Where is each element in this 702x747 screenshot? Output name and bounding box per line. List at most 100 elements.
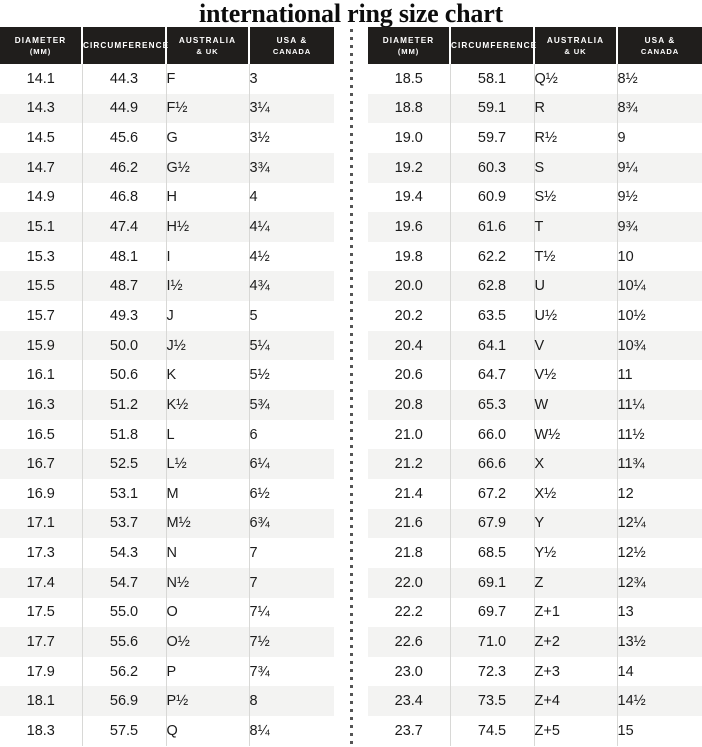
cell-australia-uk: R (534, 93, 618, 124)
cell-usa-canada: 10½ (617, 301, 702, 331)
header-label-usa: USA & (644, 35, 676, 45)
cell-diameter: 20.4 (368, 330, 451, 361)
cell-usa-canada: 9¾ (617, 212, 702, 242)
cell-circumference: 47.4 (82, 212, 167, 242)
table-header-left: DIAMETER (mm) CIRCUMFERENCE AUSTRALIA & … (0, 27, 334, 64)
cell-circumference: 46.2 (82, 152, 167, 183)
cell-usa-canada: 12¾ (617, 567, 702, 598)
cell-usa-canada: 10 (617, 241, 702, 272)
table-row: 20.0 62.8 U 10¼ (368, 271, 702, 302)
cell-usa-canada: 13½ (617, 627, 702, 657)
cell-diameter: 16.1 (0, 360, 83, 391)
cell-circumference: 60.3 (450, 152, 535, 183)
cell-australia-uk: N (166, 538, 250, 568)
cell-australia-uk: I (166, 241, 250, 272)
cell-australia-uk: X½ (534, 478, 618, 509)
cell-circumference: 58.1 (450, 64, 535, 94)
cell-circumference: 72.3 (450, 656, 535, 687)
table-divider (334, 27, 368, 746)
cell-circumference: 67.9 (450, 508, 535, 539)
cell-circumference: 71.0 (450, 627, 535, 657)
cell-circumference: 60.9 (450, 182, 535, 213)
table-row: 16.5 51.8 L 6 (0, 419, 334, 450)
cell-circumference: 69.7 (450, 597, 535, 628)
cell-circumference: 65.3 (450, 390, 535, 420)
table-row: 21.6 67.9 Y 12¼ (368, 508, 702, 539)
cell-australia-uk: J½ (166, 330, 250, 361)
table-row: 17.4 54.7 N½ 7 (0, 567, 334, 598)
cell-circumference: 51.2 (82, 390, 167, 420)
table-row: 22.6 71.0 Z+2 13½ (368, 627, 702, 657)
cell-usa-canada: 9½ (617, 182, 702, 213)
cell-usa-canada: 7½ (249, 627, 334, 657)
cell-usa-canada: 5 (249, 301, 334, 331)
cell-australia-uk: S½ (534, 182, 618, 213)
cell-usa-canada: 7¾ (249, 656, 334, 687)
cell-usa-canada: 6 (249, 419, 334, 450)
cell-diameter: 19.0 (368, 123, 451, 153)
cell-usa-canada: 8½ (617, 64, 702, 94)
cell-circumference: 66.0 (450, 419, 535, 450)
table-row: 23.0 72.3 Z+3 14 (368, 656, 702, 687)
cell-circumference: 74.5 (450, 716, 535, 746)
cell-diameter: 17.5 (0, 597, 83, 628)
cell-australia-uk: Q½ (534, 64, 618, 94)
cell-circumference: 59.1 (450, 93, 535, 124)
cell-usa-canada: 10¼ (617, 271, 702, 302)
cell-usa-canada: 7¼ (249, 597, 334, 628)
table-row: 15.3 48.1 I 4½ (0, 241, 334, 272)
table-row: 17.1 53.7 M½ 6¾ (0, 508, 334, 539)
cell-diameter: 18.3 (0, 716, 83, 746)
header-row: DIAMETER (mm) CIRCUMFERENCE AUSTRALIA & … (0, 27, 334, 64)
table-header-right: DIAMETER (mm) CIRCUMFERENCE AUSTRALIA & … (368, 27, 702, 64)
cell-diameter: 14.1 (0, 64, 83, 94)
header-label-usa: USA & (276, 35, 308, 45)
header-sublabel-canada: CANADA (640, 46, 680, 56)
cell-australia-uk: Q (166, 716, 250, 746)
table-row: 21.4 67.2 X½ 12 (368, 478, 702, 509)
cell-diameter: 18.5 (368, 64, 451, 94)
cell-usa-canada: 6½ (249, 478, 334, 509)
table-row: 17.3 54.3 N 7 (0, 538, 334, 568)
cell-usa-canada: 7 (249, 538, 334, 568)
cell-usa-canada: 5½ (249, 360, 334, 391)
table-row: 14.5 45.6 G 3½ (0, 123, 334, 153)
table-row: 19.6 61.6 T 9¾ (368, 212, 702, 242)
cell-australia-uk: K½ (166, 390, 250, 420)
table-row: 19.4 60.9 S½ 9½ (368, 182, 702, 213)
cell-circumference: 68.5 (450, 538, 535, 568)
cell-usa-canada: 3¼ (249, 93, 334, 124)
cell-usa-canada: 5¾ (249, 390, 334, 420)
table-row: 15.1 47.4 H½ 4¼ (0, 212, 334, 242)
tables-container: DIAMETER (mm) CIRCUMFERENCE AUSTRALIA & … (0, 27, 702, 746)
table-row: 21.2 66.6 X 11¾ (368, 449, 702, 479)
cell-australia-uk: U½ (534, 301, 618, 331)
cell-australia-uk: Z+4 (534, 686, 618, 717)
cell-diameter: 16.3 (0, 390, 83, 420)
cell-australia-uk: T (534, 212, 618, 242)
column-header-diameter: DIAMETER (mm) (0, 27, 83, 64)
cell-diameter: 20.2 (368, 301, 451, 331)
cell-usa-canada: 12 (617, 478, 702, 509)
table-row: 14.7 46.2 G½ 3¾ (0, 152, 334, 183)
cell-usa-canada: 4½ (249, 241, 334, 272)
cell-australia-uk: G½ (166, 152, 250, 183)
table-row: 20.6 64.7 V½ 11 (368, 360, 702, 391)
header-sublabel-canada: CANADA (272, 46, 312, 56)
cell-australia-uk: W½ (534, 419, 618, 450)
cell-australia-uk: S (534, 152, 618, 183)
cell-circumference: 55.0 (82, 597, 167, 628)
cell-diameter: 19.8 (368, 241, 451, 272)
cell-diameter: 15.9 (0, 330, 83, 361)
cell-australia-uk: Z+5 (534, 716, 618, 746)
table-row: 16.9 53.1 M 6½ (0, 478, 334, 509)
cell-usa-canada: 6¾ (249, 508, 334, 539)
cell-circumference: 54.7 (82, 567, 167, 598)
cell-australia-uk: R½ (534, 123, 618, 153)
cell-diameter: 14.3 (0, 93, 83, 124)
cell-diameter: 22.0 (368, 567, 451, 598)
cell-australia-uk: T½ (534, 241, 618, 272)
cell-diameter: 20.6 (368, 360, 451, 391)
cell-usa-canada: 11¼ (617, 390, 702, 420)
table-body-right: 18.5 58.1 Q½ 8½ 18.8 59.1 R 8¾ 19.0 59.7 R½ 9 19.2 60… (368, 64, 702, 746)
